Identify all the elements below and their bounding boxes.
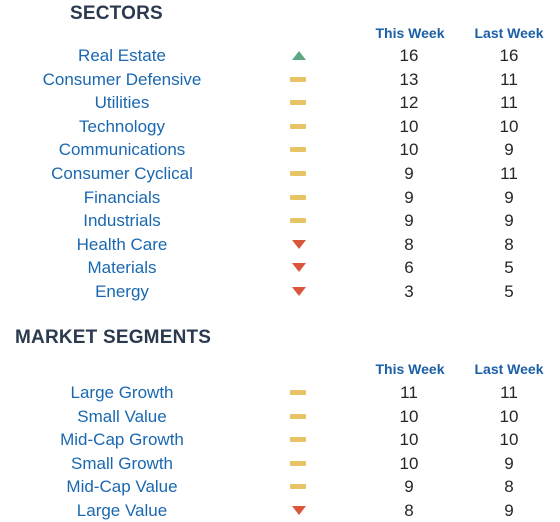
this-week-value: 11 (400, 383, 418, 402)
table-row: Real Estate 16 16 (0, 44, 560, 67)
row-label: Energy (95, 282, 149, 301)
sectors-this-week-header: This Week (375, 25, 445, 41)
last-week-value: 11 (500, 69, 518, 89)
this-week-value: 16 (399, 46, 419, 65)
trend-down-icon (290, 262, 308, 274)
trend-neutral-icon (290, 144, 308, 156)
this-week-value: 10 (399, 116, 419, 136)
this-week-value: 9 (404, 164, 414, 183)
row-label: Small Growth (70, 453, 174, 473)
row-label: Large Growth (70, 383, 174, 402)
table-row: Mid-Cap Value 9 8 (0, 475, 560, 498)
trend-neutral-icon (290, 434, 308, 446)
row-label: Mid-Cap Value (66, 477, 178, 496)
last-week-value: 8 (504, 477, 514, 496)
trend-down-icon (290, 239, 308, 251)
trend-neutral-icon (290, 168, 308, 180)
row-label: Technology (78, 116, 165, 136)
table-row: Consumer Cyclical 9 11 (0, 162, 560, 185)
this-week-value: 6 (404, 258, 414, 278)
trend-neutral-icon (290, 481, 308, 493)
table-row: Health Care 8 8 (0, 233, 560, 256)
row-label: Communications (58, 140, 186, 160)
this-week-value: 9 (404, 477, 414, 496)
row-label: Utilities (94, 93, 150, 113)
this-week-value: 10 (399, 430, 419, 449)
row-label: Small Value (77, 406, 167, 426)
last-week-value: 16 (499, 46, 519, 65)
last-week-value: 11 (500, 383, 518, 402)
trend-neutral-icon (290, 215, 308, 227)
row-label: Large Value (76, 500, 168, 520)
last-week-value: 10 (499, 430, 519, 449)
row-label: Consumer Defensive (42, 69, 202, 89)
trend-neutral-icon (290, 192, 308, 204)
last-week-value: 11 (500, 93, 518, 113)
trend-down-icon (290, 505, 308, 517)
row-label: Mid-Cap Growth (60, 430, 184, 449)
last-week-value: 9 (504, 500, 514, 520)
last-week-value: 5 (504, 282, 514, 301)
last-week-value: 9 (504, 453, 514, 473)
row-label: Materials (87, 258, 157, 278)
this-week-value: 10 (399, 453, 419, 473)
trend-neutral-icon (290, 97, 308, 109)
table-row: Industrials 9 9 (0, 209, 560, 232)
this-week-value: 8 (404, 234, 414, 254)
segments-this-week-header: This Week (375, 361, 445, 377)
last-week-value: 5 (504, 258, 514, 278)
this-week-value: 12 (399, 93, 419, 113)
trend-neutral-icon (290, 411, 308, 423)
this-week-value: 3 (404, 282, 414, 301)
table-row: Mid-Cap Growth 10 10 (0, 428, 560, 451)
table-row: Large Value 8 9 (0, 499, 560, 522)
table-row: Large Growth 11 11 (0, 381, 560, 404)
table-row: Utilities 12 11 (0, 91, 560, 114)
table-row: Small Growth 10 9 (0, 452, 560, 475)
this-week-value: 9 (404, 211, 414, 231)
this-week-value: 13 (399, 69, 419, 89)
last-week-value: 9 (504, 211, 514, 231)
last-week-value: 8 (504, 234, 514, 254)
table-row: Financials 9 9 (0, 186, 560, 209)
last-week-value: 10 (499, 116, 519, 136)
last-week-value: 9 (504, 140, 514, 160)
market-segments-title: MARKET SEGMENTS (15, 327, 212, 348)
table-row: Materials 6 5 (0, 256, 560, 279)
this-week-value: 10 (399, 140, 419, 160)
table-row: Technology 10 10 (0, 115, 560, 138)
trend-down-icon (290, 286, 308, 298)
last-week-value: 11 (500, 164, 518, 183)
row-label: Industrials (83, 211, 161, 231)
this-week-value: 8 (404, 500, 414, 520)
last-week-value: 9 (504, 187, 514, 207)
segments-last-week-header: Last Week (474, 361, 544, 377)
trend-neutral-icon (290, 458, 308, 470)
row-label: Health Care (76, 234, 168, 254)
sectors-title: SECTORS (70, 3, 163, 24)
this-week-value: 9 (404, 187, 414, 207)
table-row: Consumer Defensive 13 11 (0, 68, 560, 91)
row-label: Consumer Cyclical (51, 164, 193, 183)
trend-neutral-icon (290, 387, 308, 399)
trend-neutral-icon (290, 74, 308, 86)
trend-up-icon (290, 50, 308, 62)
table-row: Energy 3 5 (0, 280, 560, 303)
last-week-value: 10 (499, 406, 519, 426)
table-row: Communications 10 9 (0, 138, 560, 161)
sectors-last-week-header: Last Week (474, 25, 544, 41)
this-week-value: 10 (399, 406, 419, 426)
row-label: Financials (83, 187, 161, 207)
table-row: Small Value 10 10 (0, 405, 560, 428)
row-label: Real Estate (78, 46, 166, 65)
trend-neutral-icon (290, 121, 308, 133)
